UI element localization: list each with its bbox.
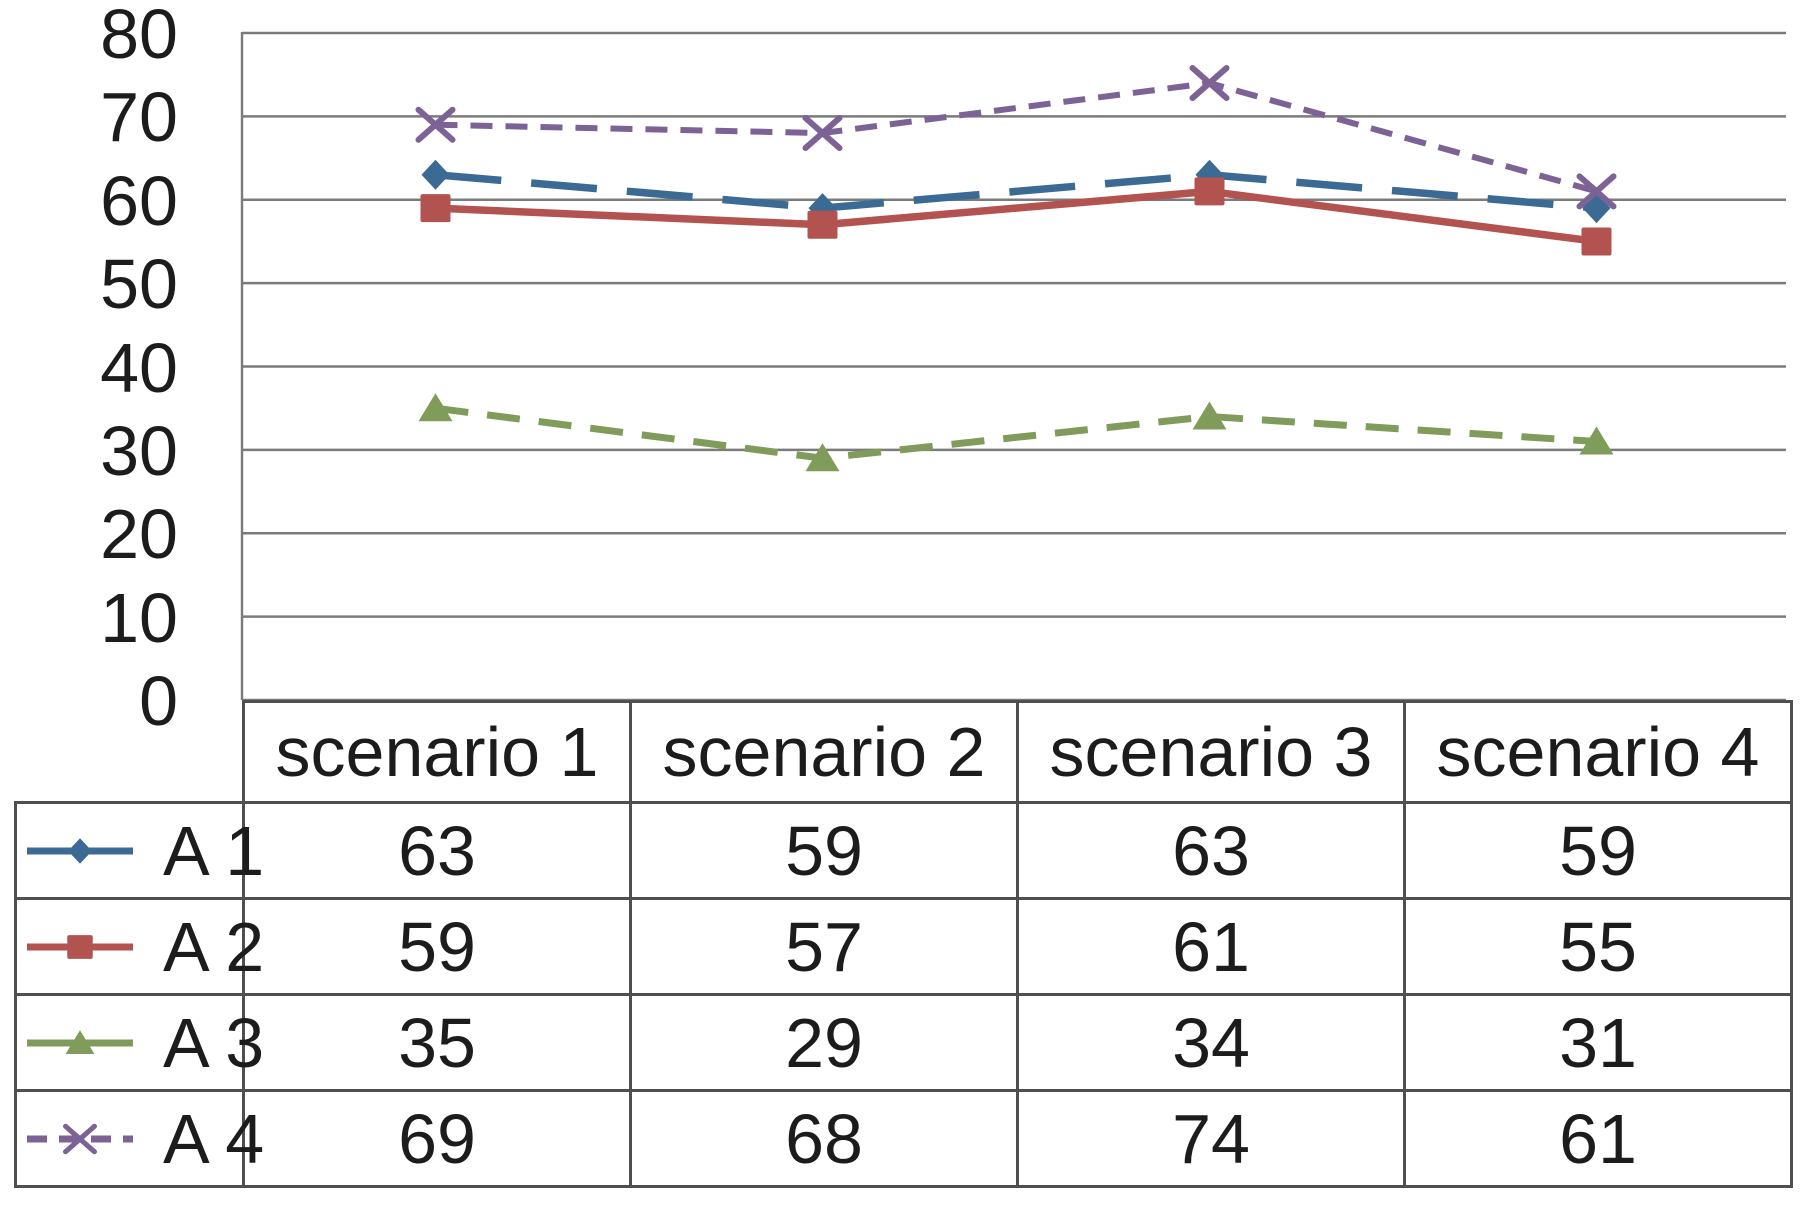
y-axis: 80 70 60 50 40 30 20 10 0: [100, 0, 178, 740]
marker-triangle: [1579, 426, 1614, 455]
legend-cell-a3: A 3: [14, 993, 264, 1092]
value-cell-a1-s1: 63: [242, 801, 632, 900]
value-cell-a2-s1: 59: [242, 897, 632, 996]
marker-x: [802, 115, 843, 152]
marker-diamond: [68, 837, 92, 864]
value-cell-a2-s3: 61: [1016, 897, 1406, 996]
marker-square: [67, 934, 93, 959]
table-row-a3: A 3 35 29 34 31: [14, 993, 1793, 1092]
value-cell-a3-s4: 31: [1403, 993, 1793, 1092]
legend-cell-a2: A 2: [14, 897, 264, 996]
value-cell-a4-s2: 68: [629, 1089, 1019, 1188]
value-cell-a3-s3: 34: [1016, 993, 1406, 1092]
y-axis-tick-label: 20: [100, 495, 178, 573]
legend-void-cell: [16, 702, 244, 803]
legend-line-sample: [27, 1123, 133, 1154]
column-header-scenario-2: scenario 2: [629, 700, 1019, 804]
marker-x: [415, 106, 456, 143]
y-axis-tick-label: 50: [100, 245, 178, 323]
legend-entry: A 2: [17, 907, 264, 987]
data-table: scenario 1 scenario 2 scenario 3 scenari…: [14, 700, 1793, 1188]
series-name-label: A 1: [163, 811, 265, 890]
value-cell-a4-s3: 74: [1016, 1089, 1406, 1188]
y-axis-tick-label: 60: [100, 162, 178, 240]
series-name-label: A 2: [163, 907, 265, 986]
table-row-a1: A 1 63 59 63 59: [14, 801, 1793, 900]
value-cell-a4-s4: 61: [1403, 1089, 1793, 1188]
marker-square: [420, 194, 451, 223]
marker-triangle: [805, 443, 840, 472]
chart-plot-area: 80 70 60 50 40 30 20 10 0: [100, 0, 1786, 740]
value-cell-a1-s2: 59: [629, 801, 1019, 900]
column-header-scenario-1: scenario 1: [242, 700, 632, 804]
value-cell-a4-s1: 69: [242, 1089, 632, 1188]
marker-x: [1576, 173, 1617, 210]
value-cell-a2-s2: 57: [629, 897, 1019, 996]
marker-x: [63, 1123, 97, 1154]
marker-triangle: [1192, 401, 1227, 430]
series-line-a-2: [435, 187, 1597, 246]
value-cell-a3-s2: 29: [629, 993, 1019, 1092]
marker-triangle: [418, 393, 453, 422]
legend-line-sample: [27, 934, 133, 959]
series-line-a-4: [435, 80, 1598, 195]
legend-line-sample: [27, 837, 133, 864]
marker-triangle: [65, 1029, 95, 1054]
marker-square: [807, 210, 838, 239]
legend-entry: A 4: [17, 1099, 264, 1179]
value-cell-a2-s4: 55: [1403, 897, 1793, 996]
legend-entry: A 3: [17, 1003, 264, 1083]
legend-cell-a1: A 1: [14, 801, 264, 900]
marker-square: [1581, 227, 1612, 256]
series-name-label: A 3: [163, 1003, 265, 1082]
table-header-row: scenario 1 scenario 2 scenario 3 scenari…: [16, 700, 1793, 804]
column-header-scenario-3: scenario 3: [1016, 700, 1406, 804]
value-cell-a3-s1: 35: [242, 993, 632, 1092]
table-row-a2: A 2 59 57 61 55: [14, 897, 1793, 996]
y-axis-tick-label: 30: [100, 412, 178, 490]
legend-entry: A 1: [17, 811, 264, 891]
table-row-a4: A 4 69 68 74 61: [14, 1089, 1793, 1188]
marker-x: [1189, 65, 1230, 102]
value-cell-a1-s3: 63: [1016, 801, 1406, 900]
series-line-a-3: [435, 404, 1597, 462]
legend-line-sample: [27, 1029, 133, 1054]
value-cell-a1-s4: 59: [1403, 801, 1793, 900]
y-axis-tick-label: 80: [100, 0, 178, 73]
marker-square: [1194, 177, 1225, 206]
y-axis-tick-label: 0: [139, 662, 178, 740]
column-header-scenario-4: scenario 4: [1403, 700, 1793, 804]
legend-cell-a4: A 4: [14, 1089, 264, 1188]
y-axis-tick-label: 10: [100, 579, 178, 657]
series-line-a-1: [435, 170, 1597, 212]
y-axis-tick-label: 40: [100, 329, 178, 407]
series-name-label: A 4: [163, 1099, 265, 1178]
marker-diamond: [421, 159, 450, 190]
y-axis-tick-label: 70: [100, 78, 178, 156]
